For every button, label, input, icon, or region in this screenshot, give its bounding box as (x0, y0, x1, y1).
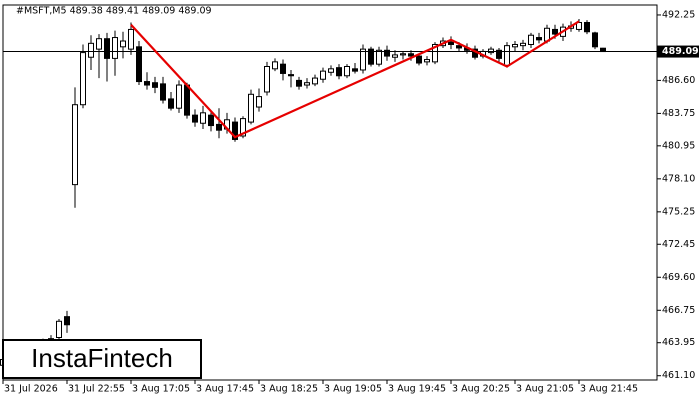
last-price-label: 489.09 (662, 46, 699, 57)
candle-body (488, 48, 494, 54)
candle-body (288, 74, 294, 77)
candle-body (432, 43, 438, 63)
x-tick-label: 3 Aug 21:45 (580, 384, 638, 395)
candle-body (240, 118, 246, 137)
candle-body (272, 61, 278, 70)
candle-body (144, 81, 150, 86)
candle-body (120, 40, 126, 48)
candle-body (368, 48, 374, 65)
candle-body (376, 49, 382, 65)
candle-body (200, 112, 206, 124)
plot-frame (2, 4, 658, 381)
candle-body (208, 114, 214, 127)
candle-body (424, 59, 430, 63)
candle-body (72, 104, 78, 186)
candle-body (256, 96, 262, 108)
last-price-box (657, 45, 699, 58)
y-tick-label: 478.10 (662, 173, 695, 184)
candle-body (384, 49, 390, 57)
candle-body (592, 32, 598, 48)
candle-body (136, 46, 142, 83)
candle-body (520, 42, 526, 47)
y-tick-label: 463.95 (662, 337, 695, 348)
y-tick-label: 475.25 (662, 206, 695, 217)
candle-body (304, 82, 310, 86)
candle-body (168, 98, 174, 109)
candle-body (344, 65, 350, 77)
y-tick-label: 483.75 (662, 108, 695, 119)
candle-body (320, 70, 326, 80)
candle-body (584, 21, 590, 33)
chart-title: #MSFT,M5 489.38 489.41 489.09 489.09 (16, 6, 212, 17)
candle-body (496, 49, 502, 59)
x-tick-label: 3 Aug 18:25 (260, 384, 318, 395)
candle-body (392, 54, 398, 58)
candle-body (88, 42, 94, 58)
candle-body (296, 79, 302, 87)
candle-body (56, 320, 62, 338)
candle-body (512, 43, 518, 48)
candle-body (216, 123, 222, 131)
x-tick-label: 3 Aug 19:45 (388, 384, 446, 395)
logo-box (2, 339, 202, 379)
candle-body (232, 121, 238, 140)
candle-body (264, 65, 270, 93)
y-tick-label: 469.60 (662, 272, 695, 283)
x-tick-label: 3 Aug 19:05 (324, 384, 382, 395)
logo: InstaFintech (31, 343, 173, 373)
candle-body (360, 48, 366, 71)
candle-body (600, 47, 606, 53)
candle-body (128, 28, 134, 50)
candle-body (448, 41, 454, 45)
candle-body (248, 93, 254, 123)
candle-body (456, 45, 462, 49)
y-tick-label: 472.45 (662, 239, 695, 250)
y-tick-label: 461.10 (662, 370, 695, 381)
candle-body (400, 53, 406, 56)
candle-body (192, 114, 198, 123)
x-tick-label: 31 Jul 2026 (4, 384, 58, 395)
candle-body (112, 37, 118, 59)
x-tick-label: 31 Jul 22:55 (68, 384, 125, 395)
candle-body (184, 84, 190, 116)
candle-body (328, 68, 334, 73)
candle-body (504, 45, 510, 66)
candle-body (152, 82, 158, 88)
y-tick-label: 486.60 (662, 75, 695, 86)
candle-body (536, 37, 542, 41)
y-tick-label: 480.95 (662, 140, 695, 151)
y-tick-label: 492.25 (662, 9, 695, 20)
pattern-line (130, 20, 580, 139)
candle-body (408, 53, 414, 57)
x-tick-label: 3 Aug 21:05 (516, 384, 574, 395)
candle-body (96, 38, 102, 50)
candle-body (160, 83, 166, 101)
candle-body (352, 68, 358, 72)
candle-body (280, 63, 286, 74)
candle-body (80, 52, 86, 106)
candle-body (64, 316, 70, 326)
candle-body (104, 38, 110, 59)
candle-body (176, 84, 182, 109)
candle-body (552, 28, 558, 35)
x-tick-label: 3 Aug 17:05 (132, 384, 190, 395)
candle-body (528, 34, 534, 45)
candle-body (416, 55, 422, 64)
x-tick-label: 3 Aug 20:25 (452, 384, 510, 395)
candle-body (312, 77, 318, 85)
x-tick-label: 3 Aug 17:45 (196, 384, 254, 395)
y-tick-label: 466.75 (662, 305, 695, 316)
candle-body (336, 67, 342, 77)
